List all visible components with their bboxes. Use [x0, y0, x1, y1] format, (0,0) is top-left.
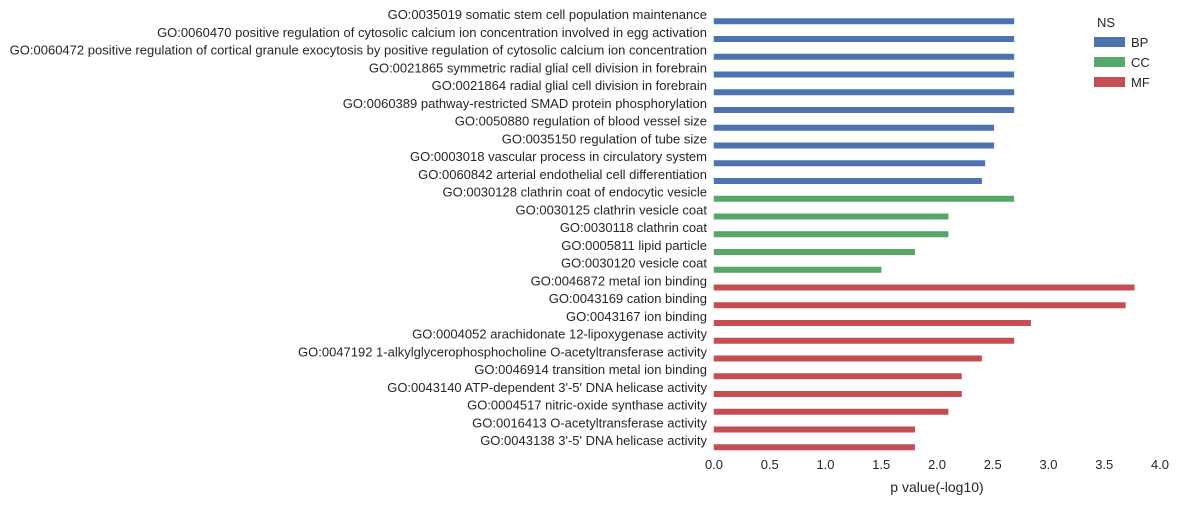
- category-label: GO:0030118 clathrin coat: [560, 220, 708, 235]
- category-label: GO:0030128 clathrin coat of endocytic ve…: [443, 185, 707, 200]
- category-label: GO:0046914 transition metal ion binding: [474, 362, 707, 377]
- category-label: GO:0035019 somatic stem cell population …: [388, 7, 707, 22]
- bar-bp: [713, 53, 1015, 60]
- bar-bp: [713, 89, 1015, 96]
- bar-mf: [713, 337, 1015, 344]
- x-tick-label: 0.5: [761, 457, 779, 472]
- x-tick-label: 2.5: [984, 457, 1002, 472]
- category-label: GO:0060470 positive regulation of cytoso…: [157, 25, 707, 40]
- category-label: GO:0021865 symmetric radial glial cell d…: [369, 60, 707, 75]
- bar-bp: [713, 142, 995, 149]
- legend-label-mf: MF: [1131, 75, 1150, 90]
- category-label: GO:0060842 arterial endothelial cell dif…: [418, 167, 707, 182]
- category-label: GO:0060389 pathway-restricted SMAD prote…: [343, 96, 707, 111]
- x-tick-label: 0.0: [705, 457, 723, 472]
- bar-mf: [713, 373, 962, 380]
- category-label: GO:0043167 ion binding: [566, 309, 707, 324]
- category-label: GO:0043140 ATP-dependent 3'-5' DNA helic…: [387, 380, 707, 395]
- bar-mf: [713, 444, 915, 451]
- bar-cc: [713, 213, 949, 220]
- category-label: GO:0046872 metal ion binding: [531, 273, 707, 288]
- x-tick-label: 1.0: [816, 457, 834, 472]
- x-tick-label: 3.5: [1095, 457, 1113, 472]
- bar-bp: [713, 160, 986, 167]
- x-tick-label: 4.0: [1151, 457, 1169, 472]
- bar-mf: [713, 391, 962, 397]
- bar-mf: [713, 284, 1135, 291]
- bar-cc: [713, 249, 915, 255]
- category-label: GO:0043169 cation binding: [549, 291, 707, 306]
- category-label: GO:0030125 clathrin vesicle coat: [516, 202, 708, 217]
- bar-mf: [713, 426, 915, 433]
- bar-bp: [713, 124, 995, 131]
- category-label: GO:0004517 nitric-oxide synthase activit…: [467, 398, 707, 413]
- category-label: GO:0047192 1-alkylglycerophosphocholine …: [298, 344, 707, 359]
- bar-cc: [713, 195, 1015, 202]
- x-tick-label: 2.0: [928, 457, 946, 472]
- legend-swatch-mf: [1094, 77, 1125, 87]
- bar-bp: [713, 178, 982, 184]
- category-label: GO:0060472 positive regulation of cortic…: [10, 43, 707, 58]
- x-axis-label: p value(-log10): [890, 479, 983, 495]
- bar-bp: [713, 18, 1015, 25]
- legend-label-cc: CC: [1131, 55, 1150, 70]
- category-label: GO:0050880 regulation of blood vessel si…: [455, 114, 707, 129]
- bar-cc: [713, 231, 949, 238]
- bar-bp: [713, 36, 1015, 42]
- category-label: GO:0021864 radial glial cell division in…: [432, 78, 707, 93]
- category-label: GO:0016413 O-acetyltransferase activity: [472, 415, 707, 430]
- bar-mf: [713, 302, 1126, 309]
- bar-mf: [713, 408, 949, 415]
- x-tick-label: 3.0: [1039, 457, 1057, 472]
- legend-swatch-bp: [1094, 37, 1125, 47]
- bar-mf: [713, 320, 1031, 326]
- bar-mf: [713, 355, 982, 362]
- legend-title: NS: [1097, 15, 1115, 30]
- category-label: GO:0035150 regulation of tube size: [502, 131, 707, 146]
- category-label: GO:0030120 vesicle coat: [561, 256, 707, 271]
- legend-swatch-cc: [1094, 57, 1125, 67]
- legend-label-bp: BP: [1131, 35, 1148, 50]
- category-label: GO:0003018 vascular process in circulato…: [410, 149, 707, 164]
- bar-bp: [713, 71, 1015, 78]
- category-label: GO:0005811 lipid particle: [561, 238, 707, 253]
- category-label: GO:0043138 3'-5' DNA helicase activity: [480, 433, 707, 448]
- x-tick-label: 1.5: [872, 457, 890, 472]
- category-label: GO:0004052 arachidonate 12-lipoxygenase …: [412, 327, 707, 342]
- bar-bp: [713, 107, 1015, 113]
- bar-cc: [713, 266, 882, 273]
